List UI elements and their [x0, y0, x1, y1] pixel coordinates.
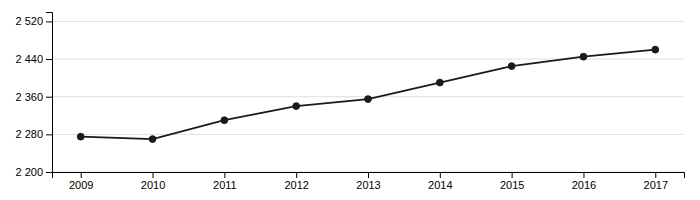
tick: 2017	[644, 172, 668, 191]
axis-line	[46, 13, 53, 173]
marks	[77, 46, 658, 142]
point	[221, 117, 228, 124]
tick: 2012	[284, 172, 308, 191]
tick-label: 2 520	[15, 15, 43, 27]
point	[149, 136, 156, 143]
point	[652, 46, 659, 53]
tick: 2011	[213, 172, 237, 191]
tick-label: 2016	[572, 179, 596, 191]
x-axis: 2009 2010 2011 2012 2013 2014 2015 2016 2017	[53, 172, 685, 191]
tick-mark	[512, 172, 513, 178]
tick-mark	[224, 172, 225, 178]
point	[77, 133, 84, 140]
tick-mark	[46, 172, 52, 173]
tick-mark	[46, 97, 52, 98]
tick-mark	[153, 172, 154, 178]
tick-label: 2017	[644, 179, 668, 191]
tick-mark	[46, 21, 52, 22]
tick-label: 2013	[356, 179, 380, 191]
tick-mark	[81, 172, 82, 178]
tick-label: 2012	[284, 179, 308, 191]
line	[81, 50, 656, 139]
point	[365, 96, 372, 103]
point	[508, 63, 515, 70]
grid	[52, 21, 684, 172]
tick-label: 2 200	[15, 166, 43, 178]
grid-line	[52, 59, 684, 60]
tick: 2 280	[15, 128, 52, 140]
tick-label: 2011	[213, 179, 237, 191]
tick: 2010	[141, 172, 165, 191]
tick-mark	[46, 134, 52, 135]
tick-label: 2009	[69, 179, 93, 191]
tick: 2016	[572, 172, 596, 191]
point	[580, 53, 587, 60]
tick-label: 2010	[141, 179, 165, 191]
tick: 2009	[69, 172, 93, 191]
point	[293, 103, 300, 110]
tick: 2 440	[15, 53, 52, 65]
tick-label: 2 440	[15, 53, 43, 65]
tick-label: 2 360	[15, 91, 43, 103]
tick-label: 2 280	[15, 128, 43, 140]
point	[436, 79, 443, 86]
y-axis: 2 200 2 280 2 360 2 440 2 520	[15, 13, 52, 179]
tick: 2015	[500, 172, 524, 191]
tick-mark	[46, 59, 52, 60]
tick: 2 200	[15, 166, 52, 178]
tick: 2 520	[15, 15, 52, 27]
tick-label: 2015	[500, 179, 524, 191]
tick-label: 2014	[428, 179, 452, 191]
tick-mark	[655, 172, 656, 178]
tick-mark	[440, 172, 441, 178]
plot-area: 2009 2010 2011 2012 2013 2014 2015 2016 2017 2 20…	[15, 13, 684, 191]
tick: 2013	[356, 172, 380, 191]
tick-mark	[368, 172, 369, 178]
tick: 2 360	[15, 91, 52, 103]
tick: 2014	[428, 172, 452, 191]
axis-line	[53, 173, 685, 179]
tick-mark	[583, 172, 584, 178]
chart: 2009 2010 2011 2012 2013 2014 2015 2016 2017 2 20…	[0, 0, 700, 200]
tick-mark	[296, 172, 297, 178]
grid-line	[52, 134, 684, 135]
grid-line	[52, 21, 684, 22]
